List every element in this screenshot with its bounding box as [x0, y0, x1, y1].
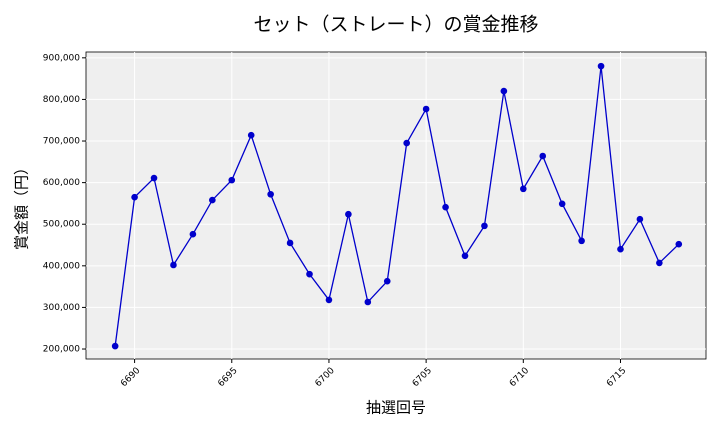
x-tick-label: 6700: [314, 366, 337, 389]
point: [170, 261, 177, 269]
point: [617, 245, 624, 253]
point: [461, 252, 469, 260]
point: [131, 193, 138, 201]
point: [228, 176, 236, 184]
x-tick-label: 6705: [411, 366, 434, 389]
point: [111, 342, 119, 350]
point: [247, 131, 255, 139]
point: [539, 152, 547, 160]
y-tick-label: 600,000: [43, 178, 80, 188]
x-tick-label: 6695: [216, 366, 239, 389]
y-tick-label: 300,000: [43, 303, 80, 313]
point: [364, 298, 372, 306]
point: [578, 237, 585, 245]
point: [520, 185, 527, 193]
point: [345, 210, 352, 218]
point: [209, 196, 216, 204]
y-tick-label: 900,000: [43, 53, 80, 63]
y-axis-label: 賞金額（円）: [13, 160, 31, 250]
point: [675, 240, 683, 248]
x-tick-label: 6710: [508, 366, 531, 389]
point: [636, 215, 644, 223]
point: [422, 105, 430, 113]
point: [597, 62, 605, 70]
point: [500, 87, 508, 95]
y-tick-label: 500,000: [43, 220, 80, 230]
plot-area: [85, 51, 707, 360]
y-tick-label: 700,000: [43, 137, 80, 147]
point: [442, 203, 449, 211]
point: [481, 222, 488, 230]
chart-title: セット（ストレート）の賞金推移: [253, 14, 538, 36]
line: [114, 66, 680, 347]
point: [403, 139, 410, 147]
x-axis-label: 抽選回号: [366, 399, 426, 417]
x-tick-label: 6715: [605, 366, 628, 389]
point: [383, 277, 391, 285]
y-tick-label: 400,000: [43, 261, 80, 271]
y-tick-label: 800,000: [43, 95, 80, 105]
point: [189, 230, 197, 238]
point: [267, 190, 274, 198]
point: [150, 174, 158, 182]
point: [306, 270, 313, 278]
y-tick-label: 200,000: [43, 345, 80, 355]
point: [558, 200, 566, 208]
x-tick-label: 6690: [119, 366, 142, 389]
point: [325, 296, 333, 304]
point: [286, 239, 294, 247]
point: [656, 259, 663, 267]
